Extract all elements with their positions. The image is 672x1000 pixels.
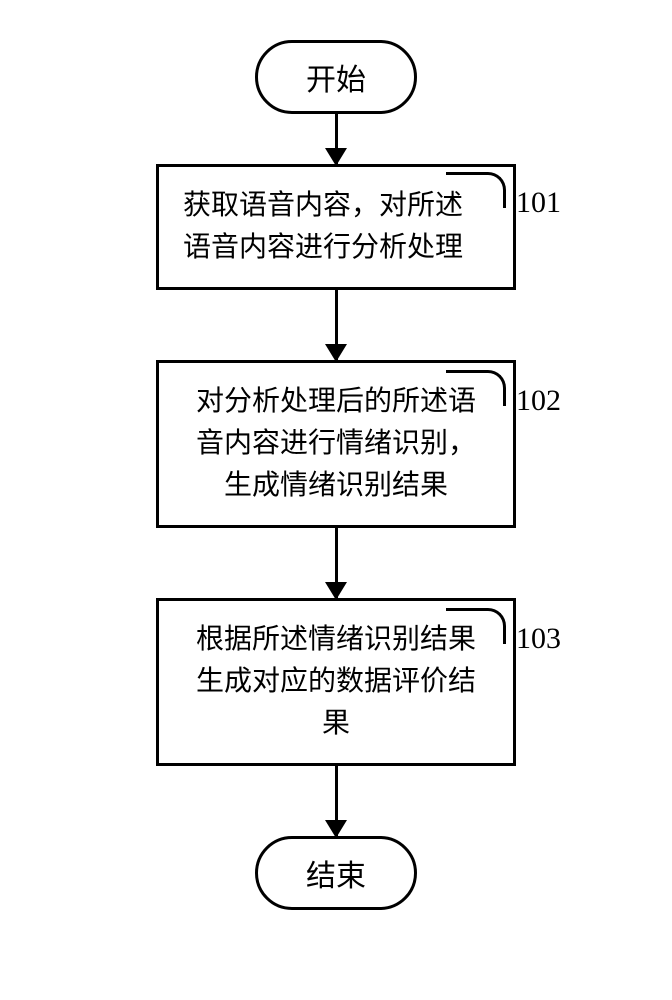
label-102: 102 xyxy=(516,384,561,418)
arrow xyxy=(335,290,338,360)
start-text: 开始 xyxy=(306,64,366,97)
arrow xyxy=(335,766,338,836)
arrow xyxy=(335,528,338,598)
label-connector-102 xyxy=(446,370,506,406)
step3-text: 根据所述情绪识别结果生成对应的数据评价结果 xyxy=(196,624,476,739)
end-node: 结束 xyxy=(255,836,417,910)
label-connector-101 xyxy=(446,172,506,208)
label-connector-103 xyxy=(446,608,506,644)
flowchart-container: 开始 获取语音内容，对所述语音内容进行分析处理 101 对分析处理后的所述语音内… xyxy=(36,40,636,910)
step2-text: 对分析处理后的所述语音内容进行情绪识别，生成情绪识别结果 xyxy=(196,386,476,501)
label-103: 103 xyxy=(516,622,561,656)
arrow xyxy=(335,114,338,164)
edge-step1-step2 xyxy=(36,290,636,360)
step1-text: 获取语音内容，对所述语音内容进行分析处理 xyxy=(183,190,463,263)
end-text: 结束 xyxy=(306,860,366,893)
edge-step2-step3 xyxy=(36,528,636,598)
edge-start-step1 xyxy=(36,114,636,164)
start-node: 开始 xyxy=(255,40,417,114)
edge-step3-end xyxy=(36,766,636,836)
label-101: 101 xyxy=(516,186,561,220)
